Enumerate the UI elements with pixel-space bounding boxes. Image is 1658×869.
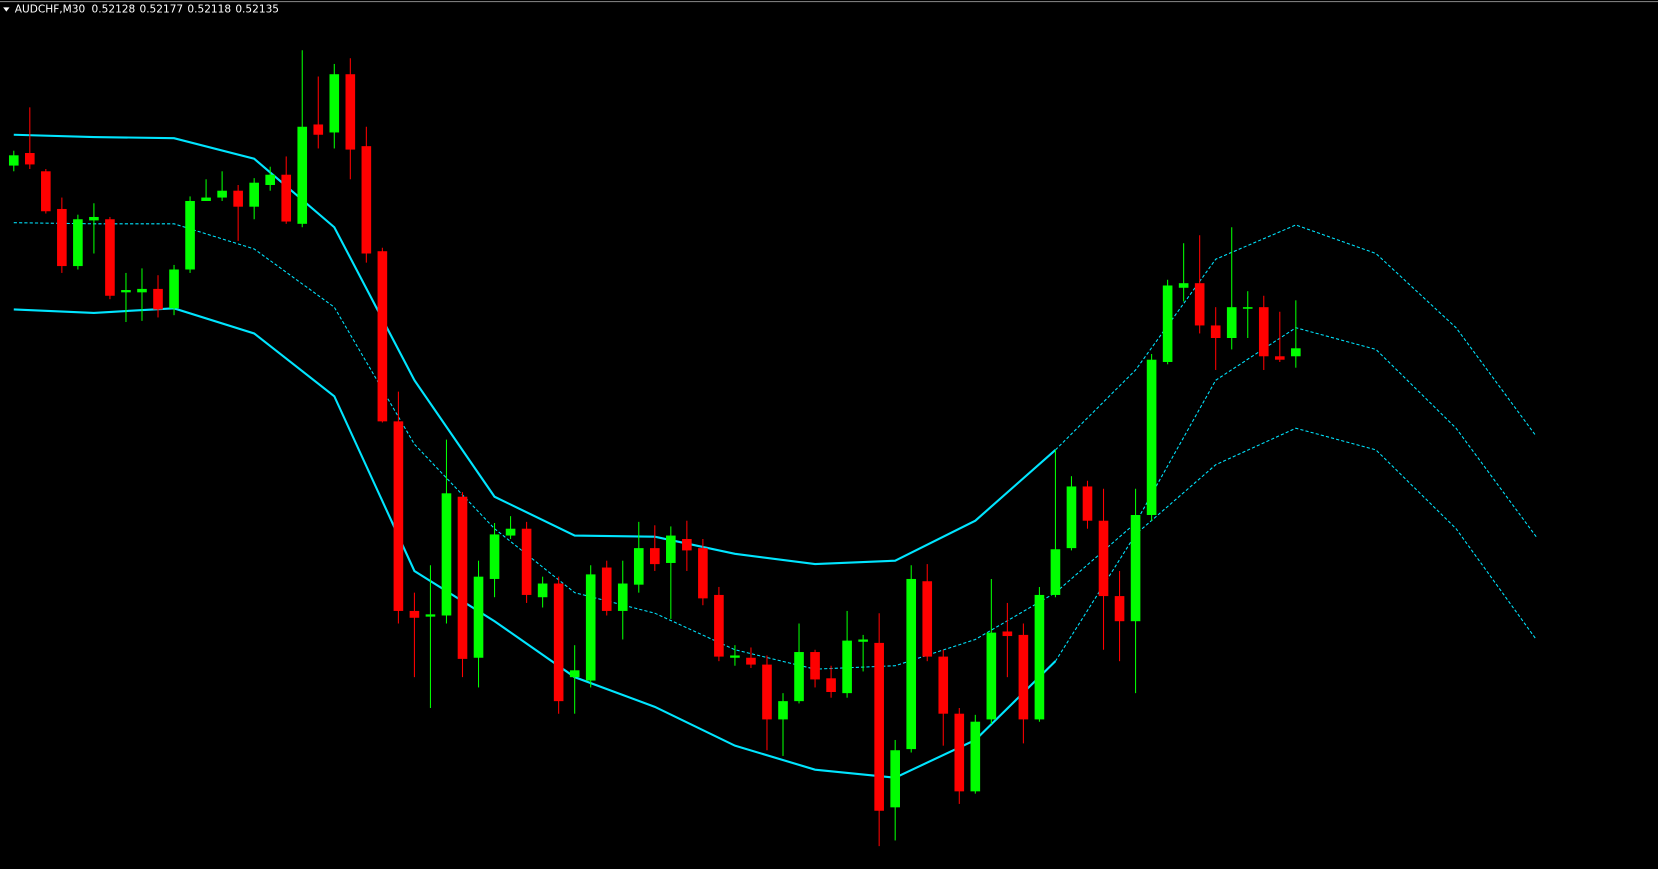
candle-body [1146,359,1157,516]
candle-body [1130,515,1141,622]
candle-body [521,528,532,595]
candle-body [858,639,868,642]
candle-body [201,197,211,201]
candle-body [1162,285,1173,362]
candle-body [682,538,692,551]
candle-body [249,182,259,207]
candle-body [1242,307,1253,309]
candle-body [169,269,179,309]
symbol: AUDCHF,M30 [15,4,86,16]
candle-body [1066,486,1077,549]
candle-body [105,219,115,296]
candle-body [329,74,340,133]
candle-body [986,632,997,720]
candle-body [24,153,35,165]
candle-body [698,548,708,599]
candle-body [1291,348,1301,357]
candle-body [874,642,884,811]
candle-body [922,581,933,657]
candle-body [1274,356,1285,360]
candle-body [89,216,99,221]
low-value: 0.52118 [187,4,231,16]
candle-body [762,664,772,720]
candle-body [505,528,516,536]
candle-body [842,640,852,694]
candle-body [1002,631,1013,637]
candle-body [1050,549,1061,595]
candle-body [473,576,484,658]
candle-body [281,174,292,222]
candle-body [633,548,644,585]
close-value: 0.52135 [235,4,279,16]
candle-body [41,171,51,212]
candle-body [553,583,564,702]
candle-body [185,200,195,270]
candle-body [1018,634,1029,720]
candle-body [1034,594,1045,720]
candle-body [1226,307,1237,339]
candle-body [569,670,580,678]
candle-body [217,190,227,198]
candle-body [1258,307,1269,357]
candle-body [954,713,965,792]
open-value: 0.52128 [92,4,136,16]
candle-body [746,657,756,665]
candle-body [810,652,820,680]
candle-body [794,652,804,702]
candle-body [601,567,612,611]
candle-body [890,750,900,808]
candle-body [441,493,452,616]
candle-body [313,124,324,135]
candle-body [361,146,372,254]
candle-body [377,251,388,422]
candle-body [970,721,981,792]
candle-body [714,594,724,657]
candle-body [297,126,308,224]
candle-body [265,174,275,185]
candle-body [1114,596,1125,622]
candle-body [137,288,147,293]
candle-body [1098,520,1109,597]
candle-body [1082,486,1093,521]
candle-body [826,678,836,693]
candle-body [57,208,67,267]
candle-body [73,219,83,267]
candle-body [457,496,468,659]
candle-body [537,583,548,598]
candle-body [409,610,420,618]
chart-header: AUDCHF,M30 0.52128 0.52177 0.52118 0.52135 [15,4,279,16]
high-value: 0.52177 [139,4,183,16]
candle-body [8,155,19,166]
candle-body [1194,283,1205,326]
band-line [13,222,1537,670]
candle-body [425,614,436,617]
band-line [13,133,1057,566]
candle-body [585,574,596,681]
candle-body [778,701,788,720]
candle-body [906,578,917,750]
candle-body [1178,283,1189,288]
candle-body [730,655,740,658]
candle-body [121,290,131,293]
band-line [1055,224,1537,451]
candle-body [666,535,676,563]
candle-body [938,656,949,714]
candle-body [153,288,163,310]
candle-body [345,74,356,150]
candle-body [233,190,243,207]
candle-body [393,421,404,611]
candle-body [617,583,628,611]
candle-body [489,534,500,579]
menu-arrow[interactable] [3,7,10,12]
candle-body [1210,325,1221,339]
candle-body [649,548,660,565]
